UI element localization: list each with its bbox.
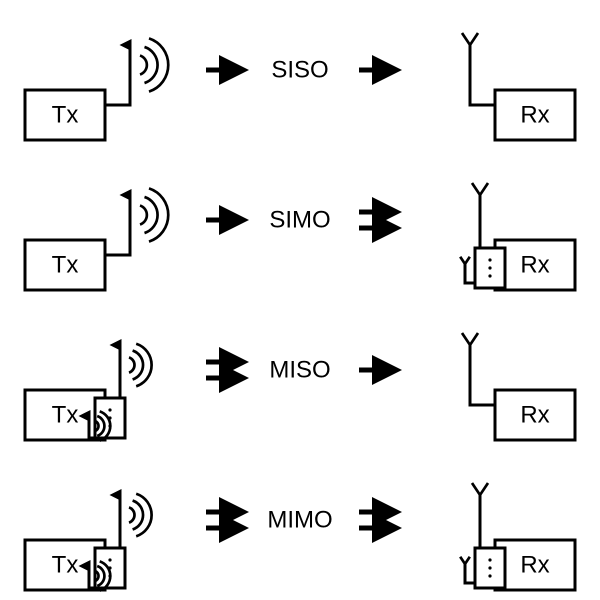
antenna-v-icon	[460, 257, 470, 264]
ellipsis-icon	[108, 558, 111, 561]
antenna-v-icon	[460, 557, 470, 564]
rx-box-label: Rx	[520, 402, 549, 429]
scheme-label: SISO	[271, 57, 328, 84]
tx-antenna-icon	[105, 195, 130, 255]
rx-box-label: Rx	[520, 552, 549, 579]
rx-box-label: Rx	[520, 252, 549, 279]
ellipsis-icon	[488, 258, 491, 261]
tx-box-label: Tx	[52, 402, 79, 429]
tx-box-label: Tx	[52, 252, 79, 279]
ellipsis-icon	[108, 408, 111, 411]
rx-box-label: Rx	[520, 102, 549, 129]
tx-box-label: Tx	[52, 552, 79, 579]
scheme-label: MIMO	[267, 507, 332, 534]
ellipsis-icon	[488, 266, 491, 269]
antenna-v-icon	[472, 483, 488, 495]
antenna-v-icon	[462, 333, 478, 345]
scheme-label: SIMO	[269, 207, 330, 234]
ellipsis-icon	[488, 274, 491, 277]
rx-antenna-icon	[470, 345, 495, 405]
radio-wave-icon	[140, 206, 147, 225]
antenna-v-icon	[472, 183, 488, 195]
scheme-label: MISO	[269, 357, 330, 384]
antenna-v-icon	[462, 33, 478, 45]
ellipsis-icon	[488, 574, 491, 577]
ellipsis-icon	[488, 558, 491, 561]
tx-antenna-icon	[105, 45, 130, 105]
tx-box-label: Tx	[52, 102, 79, 129]
radio-wave-icon	[140, 56, 147, 75]
radio-wave-icon	[129, 507, 135, 522]
radio-wave-icon	[129, 357, 135, 372]
ellipsis-icon	[488, 566, 491, 569]
rx-antenna-icon	[470, 45, 495, 105]
